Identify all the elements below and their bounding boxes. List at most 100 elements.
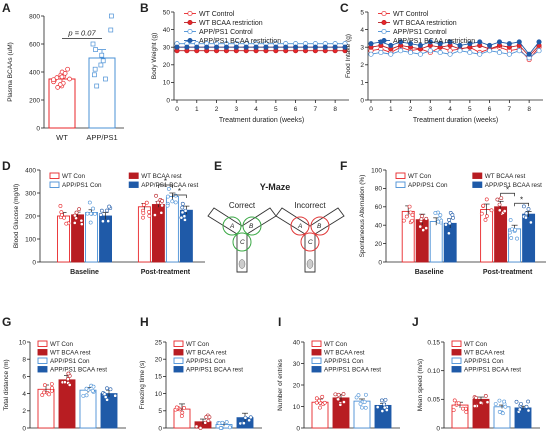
data-point xyxy=(418,52,422,56)
y-tick-label: 40 xyxy=(163,27,171,34)
data-point xyxy=(359,402,362,405)
data-point xyxy=(175,406,178,409)
data-point xyxy=(181,211,184,214)
data-point xyxy=(527,400,530,403)
data-point xyxy=(498,203,501,206)
data-point xyxy=(384,398,387,401)
data-point xyxy=(421,215,424,218)
y-tick-label: 0 xyxy=(378,259,382,266)
legend-entry: WT Con xyxy=(464,341,487,348)
data-point xyxy=(498,399,501,402)
data-point xyxy=(537,49,541,53)
data-point xyxy=(92,73,96,77)
y-tick-label: 1 xyxy=(360,80,364,87)
legend-swatch xyxy=(396,182,405,188)
data-point xyxy=(478,40,482,44)
y-tick-label: 80 xyxy=(375,186,383,193)
data-point xyxy=(63,71,67,75)
y-tick-label: 0 xyxy=(166,97,170,104)
data-point xyxy=(482,204,485,207)
bar xyxy=(494,407,510,428)
maze-label: Incorrect xyxy=(294,201,326,210)
data-point xyxy=(195,45,199,49)
series-line xyxy=(371,47,539,59)
data-point xyxy=(485,215,488,218)
data-point xyxy=(101,220,104,223)
data-point xyxy=(337,398,340,401)
data-point xyxy=(248,419,251,422)
data-point xyxy=(109,28,113,32)
y-tick-label: 3 xyxy=(360,45,364,52)
data-point xyxy=(85,394,88,397)
data-point xyxy=(452,409,455,412)
legend-entry: APP/PS1 BCAA restriction xyxy=(393,38,475,45)
data-point xyxy=(148,214,151,217)
y-tick-label: 10 xyxy=(155,391,163,398)
panel-label-E: E xyxy=(214,159,222,173)
legend-swatch xyxy=(473,173,482,179)
legend-swatch xyxy=(174,358,183,364)
data-point xyxy=(181,202,184,205)
y-axis-label: Plasma BCAAs (uM) xyxy=(7,42,14,102)
data-point xyxy=(453,399,456,402)
data-point xyxy=(145,201,148,204)
data-point xyxy=(323,401,326,404)
data-point xyxy=(380,399,383,402)
panel-label-J: J xyxy=(412,315,419,329)
data-point xyxy=(66,67,70,71)
data-point xyxy=(342,400,345,403)
legend-entry: APP/PS1 Con xyxy=(324,358,364,365)
arm-label: B xyxy=(249,223,254,230)
y-tick-label: 20 xyxy=(375,241,383,248)
data-point xyxy=(323,45,327,49)
legend-swatch xyxy=(174,341,183,347)
legend-entry: WT BCAA restriction xyxy=(393,20,457,27)
data-point xyxy=(515,237,518,240)
x-tick-label: 4 xyxy=(448,106,452,113)
data-point xyxy=(180,216,183,219)
p-value: p = 0.07 xyxy=(67,29,96,38)
data-point xyxy=(509,218,512,221)
legend-swatch xyxy=(50,173,59,179)
data-point xyxy=(207,419,210,422)
data-point xyxy=(313,45,317,49)
data-point xyxy=(438,50,442,54)
data-point xyxy=(357,394,360,397)
data-point xyxy=(75,211,78,214)
data-point xyxy=(50,386,53,389)
data-point xyxy=(183,218,186,221)
legend-entry: WT Con xyxy=(186,341,209,348)
data-point xyxy=(519,402,522,405)
legend-swatch xyxy=(312,358,321,364)
panel-b: 01020304050Body Weight (g)0 1 2 3 4 5 6 7 8Treat… xyxy=(151,9,349,124)
legend-swatch xyxy=(396,173,405,179)
legend-entry: WT BCAA rest xyxy=(464,350,505,357)
data-point xyxy=(465,410,468,413)
data-point xyxy=(73,221,76,224)
data-point xyxy=(438,217,441,220)
data-point xyxy=(166,195,169,198)
data-point xyxy=(94,48,98,52)
legend-entry: WT BCAA rest xyxy=(485,173,526,180)
x-tick-label: 2 xyxy=(215,106,219,113)
data-point xyxy=(434,211,437,214)
data-point xyxy=(147,210,150,213)
x-tick-label: APP/PS1 xyxy=(86,133,117,142)
legend-entry: WT Control xyxy=(199,11,235,18)
y-maze: CorrectA BC xyxy=(208,201,276,272)
data-point xyxy=(447,232,450,235)
legend-entry: WT BCAA rest xyxy=(141,173,182,180)
data-point xyxy=(56,85,60,89)
data-point xyxy=(82,394,85,397)
data-point xyxy=(109,388,112,391)
data-point xyxy=(478,52,482,56)
legend-entry: APP/PS1 BCAA rest xyxy=(141,182,198,189)
data-point xyxy=(91,207,94,210)
data-point xyxy=(101,59,105,63)
maze-label: Correct xyxy=(229,201,256,210)
arm-label: C xyxy=(240,239,245,246)
data-point xyxy=(402,219,405,222)
legend-entry: WT Con xyxy=(408,173,431,180)
y-tick-label: 100 xyxy=(25,236,36,243)
y-tick-label: 15 xyxy=(155,374,163,381)
